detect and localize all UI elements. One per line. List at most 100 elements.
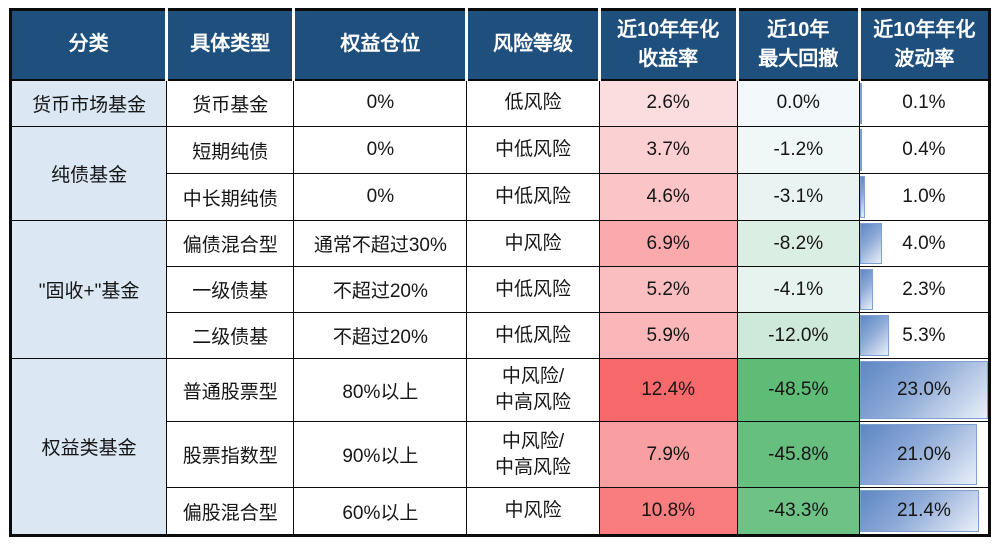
risk-level-label: 中低风险 — [495, 139, 572, 161]
column-header-0: 分类 — [10, 9, 169, 81]
column-header-label: 近10年年化 — [617, 18, 720, 41]
column-header-label: 风险等级 — [493, 33, 574, 56]
table-row: "固收+"基金 偏债混合型 通常不超过30% 中风险 6.9% -8.2% 4.0% — [9, 220, 991, 359]
volatility-databar — [860, 424, 977, 485]
volatility-cell: 1.0% — [858, 173, 991, 221]
column-header-label: 近10年 — [767, 18, 830, 41]
table-row: 二级债基 不超过20% 中低风险 5.9% -12.0% 5.3% — [11, 312, 991, 359]
risk-level-cell: 中低风险 — [466, 173, 600, 221]
volatility-databar — [860, 223, 883, 264]
column-header-label: 分类 — [68, 33, 109, 56]
volatility-cell: 0.4% — [858, 126, 991, 174]
column-header-1: 具体类型 — [165, 9, 296, 81]
fund-comparison-table: 分类 具体类型 权益仓位 风险等级 近10年年化 收益率 近10年 最大回撤 近10年年化 波动率… — [9, 8, 991, 537]
volatility-databar — [860, 269, 873, 310]
annual-return-cell: 3.7% — [598, 126, 738, 174]
volatility-value: 5.3% — [902, 324, 946, 346]
equity-position-cell: 80%以上 — [293, 358, 468, 422]
annual-return-cell: 7.9% — [598, 421, 738, 488]
fund-type-cell: 中长期纯债 — [166, 173, 295, 221]
risk-level-label: 中低风险 — [495, 278, 572, 300]
fund-type-cell: 二级债基 — [166, 312, 295, 359]
max-drawdown-cell: -48.5% — [736, 358, 860, 422]
table-row: 中长期纯债 0% 中低风险 4.6% -3.1% 1.0% — [11, 173, 991, 221]
risk-level-cell: 低风险 — [466, 79, 600, 127]
risk-level-cell: 中风险/中高风险 — [466, 358, 600, 422]
max-drawdown-cell: -8.2% — [736, 220, 860, 267]
category-cell: 货币市场基金 — [9, 79, 168, 127]
annual-return-cell: 12.4% — [598, 358, 738, 422]
equity-position-cell: 不超过20% — [293, 266, 468, 313]
annual-return-cell: 2.6% — [598, 79, 738, 127]
annual-return-cell: 5.9% — [598, 312, 738, 359]
equity-position-cell: 0% — [293, 173, 468, 221]
table-row: 偏股混合型 60%以上 中风险 10.8% -43.3% 21.4% — [11, 487, 991, 536]
equity-position-cell: 0% — [293, 79, 468, 127]
fund-type-cell: 偏股混合型 — [166, 487, 295, 536]
max-drawdown-cell: -45.8% — [736, 421, 860, 488]
max-drawdown-cell: -3.1% — [736, 173, 860, 221]
annual-return-cell: 5.2% — [598, 266, 738, 313]
volatility-cell: 23.0% — [858, 358, 991, 422]
risk-level-cell: 中风险/中高风险 — [466, 421, 600, 488]
table-row: 股票指数型 90%以上 中风险/中高风险 7.9% -45.8% 21.0% — [11, 421, 991, 488]
table-row: 一级债基 不超过20% 中低风险 5.2% -4.1% 2.3% — [11, 266, 991, 313]
risk-level-label: 中风险/ — [501, 430, 565, 452]
risk-level-label: 中低风险 — [495, 186, 572, 208]
volatility-databar — [860, 129, 863, 171]
equity-position-cell: 60%以上 — [293, 487, 468, 536]
risk-level-label: 低风险 — [504, 92, 562, 114]
column-header-label: 最大回撤 — [758, 47, 839, 70]
max-drawdown-cell: -1.2% — [736, 126, 860, 174]
volatility-value: 4.0% — [902, 232, 946, 254]
volatility-databar — [860, 490, 980, 532]
equity-position-cell: 通常不超过30% — [293, 220, 468, 267]
risk-level-cell: 中风险 — [466, 220, 600, 267]
column-header-label: 权益仓位 — [340, 33, 421, 56]
max-drawdown-cell: -12.0% — [736, 312, 860, 359]
column-header-5: 近10年最大回撤 — [735, 9, 861, 81]
volatility-value: 21.4% — [896, 500, 951, 521]
column-header-label: 近10年年化 — [873, 18, 976, 41]
equity-position-cell: 0% — [293, 126, 468, 174]
volatility-cell: 0.1% — [858, 79, 991, 127]
column-header-3: 风险等级 — [465, 9, 601, 81]
table-header-row: 分类 具体类型 权益仓位 风险等级 近10年年化 收益率 近10年 最大回撤 近10年年化 波动率 — [10, 9, 990, 81]
column-header-label: 波动率 — [894, 47, 955, 70]
risk-level-label: 中高风险 — [495, 456, 572, 478]
max-drawdown-cell: -43.3% — [736, 487, 860, 536]
volatility-value: 0.4% — [902, 139, 946, 160]
table-row: 货币市场基金 货币基金 0% 低风险 2.6% 0.0% 0.1% — [9, 79, 991, 127]
annual-return-cell: 4.6% — [598, 173, 738, 221]
volatility-value: 0.1% — [902, 92, 946, 114]
category-cell: 权益类基金 — [9, 358, 168, 536]
column-header-2: 权益仓位 — [292, 9, 469, 81]
risk-level-label: 中风险 — [504, 232, 562, 254]
risk-level-cell: 中风险 — [466, 487, 600, 536]
column-header-6: 近10年年化 波动率 — [857, 9, 990, 81]
volatility-value: 23.0% — [896, 379, 951, 400]
fund-type-cell: 偏债混合型 — [166, 220, 295, 267]
annual-return-cell: 6.9% — [598, 220, 738, 267]
risk-level-label: 中风险 — [504, 500, 562, 522]
risk-level-label: 中低风险 — [495, 324, 572, 346]
fund-type-cell: 股票指数型 — [166, 421, 295, 488]
category-cell: "固收+"基金 — [9, 220, 168, 359]
fund-type-cell: 一级债基 — [166, 266, 295, 313]
fund-type-cell: 短期纯债 — [166, 126, 295, 174]
column-header-4: 近10年年化 收益率 — [597, 9, 739, 81]
annual-return-cell: 10.8% — [598, 487, 738, 536]
volatility-databar — [860, 176, 866, 218]
risk-level-cell: 中低风险 — [466, 266, 600, 313]
max-drawdown-cell: -4.1% — [736, 266, 860, 313]
volatility-databar — [860, 82, 862, 124]
risk-level-cell: 中低风险 — [466, 312, 600, 359]
volatility-databar — [860, 361, 988, 419]
column-header-label: 具体类型 — [190, 33, 271, 56]
volatility-cell: 5.3% — [858, 312, 991, 359]
table-row: 纯债基金 短期纯债 0% 中低风险 3.7% -1.2% 0.4% — [9, 126, 991, 221]
volatility-value: 21.0% — [896, 443, 951, 465]
risk-level-cell: 中低风险 — [466, 126, 600, 174]
risk-level-label: 中风险/ — [501, 366, 565, 388]
